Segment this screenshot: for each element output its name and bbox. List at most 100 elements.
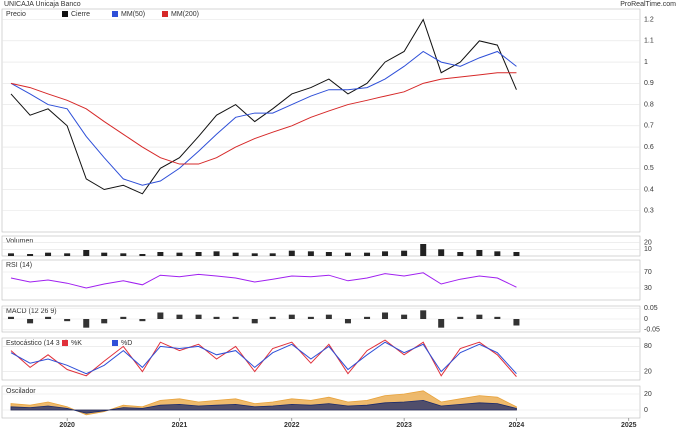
bar	[195, 252, 202, 256]
bar	[45, 316, 52, 319]
bar	[513, 252, 520, 256]
bar	[457, 252, 464, 256]
bar	[45, 252, 52, 256]
bar	[269, 253, 276, 256]
bar	[176, 314, 183, 319]
bar	[232, 316, 239, 319]
bar	[195, 314, 202, 319]
x-tick-label: 2021	[172, 422, 188, 429]
panel-frame	[1, 259, 641, 301]
bar	[83, 250, 90, 256]
legend-swatch	[62, 340, 68, 346]
bar	[176, 252, 183, 256]
panel-frame	[1, 385, 641, 419]
bar	[139, 254, 146, 256]
x-tick-label: 2023	[396, 422, 412, 429]
y-tick-label: 0.7	[644, 123, 654, 130]
bar	[382, 312, 389, 319]
y-tick-label: 20	[644, 240, 652, 247]
bar	[213, 316, 220, 319]
bar	[382, 251, 389, 256]
panel-title: MACD (12 26 9)	[6, 308, 57, 315]
line-series	[10, 341, 517, 375]
bar	[401, 250, 408, 256]
bar	[438, 249, 445, 256]
bar	[64, 319, 71, 322]
bar	[157, 312, 164, 319]
bar	[83, 319, 90, 328]
bar	[364, 316, 371, 319]
y-tick-label: 0.4	[644, 186, 654, 193]
bar	[251, 319, 258, 324]
legend-label: Cierre	[71, 11, 90, 18]
bar	[7, 316, 14, 319]
area-series	[10, 399, 517, 414]
panel-title: Estocástico (14 3 5)	[6, 340, 68, 347]
watermark: ProRealTime.com	[620, 1, 676, 8]
bar	[420, 310, 427, 319]
bar	[325, 252, 332, 256]
bar	[307, 316, 314, 319]
y-tick-label: 0.9	[644, 80, 654, 87]
bar	[420, 244, 427, 256]
bar	[401, 314, 408, 319]
bar	[27, 319, 34, 324]
y-tick-label: 0.5	[644, 165, 654, 172]
bar	[476, 314, 483, 319]
bar	[139, 319, 146, 322]
bar	[457, 316, 464, 319]
y-tick-label: 0	[644, 407, 648, 414]
bar	[325, 314, 332, 319]
legend-label: %K	[71, 340, 82, 347]
y-tick-label: 1.1	[644, 38, 654, 45]
bar	[120, 316, 127, 319]
bar	[307, 251, 314, 256]
legend-swatch	[112, 11, 118, 17]
bar	[364, 252, 371, 256]
x-tick-label: 2024	[509, 422, 525, 429]
y-tick-label: 20	[644, 391, 652, 398]
panel-title: Volumen	[6, 238, 33, 245]
y-tick-label: 0.05	[644, 305, 658, 312]
bar	[120, 253, 127, 256]
bar	[269, 316, 276, 319]
legend-label: MM(50)	[121, 11, 145, 18]
bar	[101, 319, 108, 324]
bar	[288, 250, 295, 256]
legend-swatch	[112, 340, 118, 346]
bar	[513, 319, 520, 326]
bar	[64, 253, 71, 256]
bar	[232, 252, 239, 256]
legend-label: MM(200)	[171, 11, 199, 18]
y-tick-label: 0.3	[644, 208, 654, 215]
y-tick-label: 70	[644, 269, 652, 276]
bar	[27, 254, 34, 256]
panel-frame	[1, 235, 641, 257]
y-tick-label: 30	[644, 285, 652, 292]
bar	[438, 319, 445, 328]
panel-title: Precio	[6, 11, 26, 18]
bar	[101, 252, 108, 256]
line-series	[10, 18, 517, 195]
line-series	[10, 272, 517, 289]
line-series	[10, 72, 517, 165]
legend-swatch	[162, 11, 168, 17]
bar	[476, 250, 483, 256]
y-tick-label: 10	[644, 246, 652, 253]
bar	[494, 251, 501, 256]
y-tick-label: 0	[644, 316, 648, 323]
x-tick-label: 2022	[284, 422, 300, 429]
bar	[344, 319, 351, 324]
bar	[288, 314, 295, 319]
bar	[213, 251, 220, 256]
bar	[251, 253, 258, 256]
chart-title: UNICAJA Unicaja Banco	[4, 1, 81, 8]
x-tick-label: 2020	[59, 422, 75, 429]
legend-swatch	[62, 11, 68, 17]
y-tick-label: 80	[644, 343, 652, 350]
bar	[344, 252, 351, 256]
bar	[157, 252, 164, 256]
panel-title: Oscilador	[6, 388, 36, 395]
